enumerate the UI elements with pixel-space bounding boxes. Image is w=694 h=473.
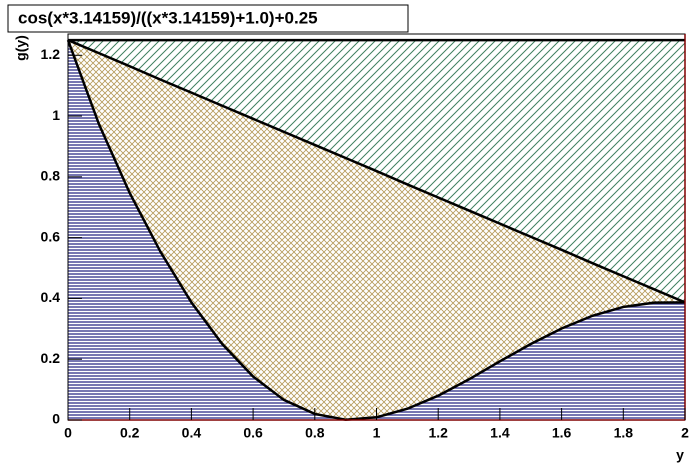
x-tick-label: 1.6	[552, 425, 572, 441]
area	[68, 40, 685, 421]
x-tick-label: 0.4	[182, 425, 202, 441]
chart-title: cos(x*3.14159)/((x*3.14159)+1.0)+0.25	[18, 8, 318, 27]
x-axis-label: y	[676, 447, 684, 463]
y-tick-label: 0.8	[41, 168, 61, 184]
x-tick-label: 2	[681, 425, 689, 441]
x-tick-label: 0	[64, 425, 72, 441]
x-tick-label: 0.2	[120, 425, 140, 441]
title-box	[7, 4, 409, 33]
y-tick-label: 1.2	[41, 46, 61, 62]
x-tick-label: 1.2	[428, 425, 448, 441]
line	[67, 38, 686, 304]
x-tick-label: 0.8	[305, 425, 325, 441]
y-tick-label: 0.4	[41, 289, 61, 305]
x-tick-label: 1.4	[490, 425, 510, 441]
x-tick-label: 1.8	[614, 425, 634, 441]
y-tick-label: 0.2	[41, 350, 61, 366]
x-tick-label: 1	[373, 425, 381, 441]
area	[68, 40, 685, 421]
y-tick-label: 0.6	[41, 228, 61, 244]
y-tick-label: 1	[52, 107, 60, 123]
y-tick-label: 0	[52, 411, 60, 427]
x-tick-label: 0.6	[243, 425, 263, 441]
y-axis-label: g(y)	[13, 35, 29, 61]
